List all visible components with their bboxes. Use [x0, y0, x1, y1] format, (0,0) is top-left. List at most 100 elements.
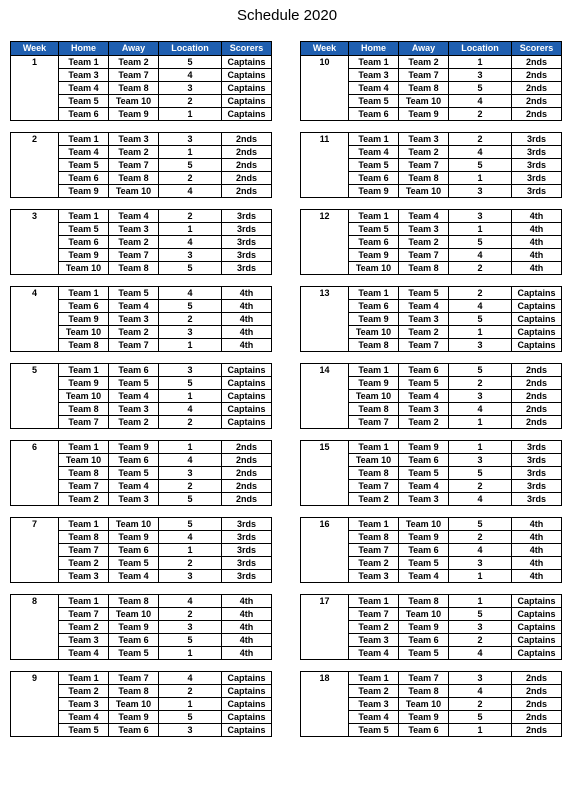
scorers-cell: 4th — [221, 633, 272, 647]
home-team-cell: Team 2 — [58, 492, 109, 506]
spacer-cell — [108, 351, 159, 364]
home-team-cell: Team 1 — [58, 363, 109, 377]
scorers-cell: 4th — [511, 248, 562, 262]
week-number-cell: 16 — [300, 517, 349, 531]
week-blank-cell — [300, 646, 349, 660]
table-row: 8 Team 1 Team 8 4 4th — [10, 594, 272, 608]
week-blank-cell — [300, 81, 349, 95]
scorers-cell: Captains — [221, 363, 272, 377]
home-team-cell: Team 4 — [348, 710, 399, 724]
home-team-cell: Team 2 — [58, 620, 109, 634]
table-row: Team 5 Team 7 5 3rds — [300, 158, 562, 172]
scorers-cell: 4th — [221, 312, 272, 326]
week-blank-cell — [300, 479, 349, 493]
spacer-cell — [221, 274, 272, 287]
scorers-cell: 3rds — [221, 222, 272, 236]
spacer-row — [10, 274, 272, 287]
table-row: Team 10 Team 2 1 Captains — [300, 325, 562, 339]
scorers-cell: 4th — [221, 594, 272, 608]
away-team-cell: Team 4 — [108, 209, 159, 223]
location-cell: 5 — [448, 235, 512, 249]
week-number-cell: 6 — [10, 440, 59, 454]
home-team-cell: Team 5 — [348, 94, 399, 108]
location-cell: 1 — [448, 440, 512, 454]
scorers-cell: 3rds — [221, 530, 272, 544]
week-blank-cell — [300, 492, 349, 506]
location-cell: 5 — [158, 633, 222, 647]
scorers-cell: 2nds — [511, 723, 562, 737]
away-team-cell: Team 7 — [108, 248, 159, 262]
table-row: Team 7 Team 10 2 4th — [10, 607, 272, 621]
away-team-cell: Team 9 — [108, 710, 159, 724]
table-row: Team 2 Team 5 2 3rds — [10, 556, 272, 570]
scorers-header: Scorers — [511, 41, 562, 56]
table-row: Team 6 Team 8 2 2nds — [10, 171, 272, 185]
location-cell: 4 — [448, 646, 512, 660]
home-team-cell: Team 10 — [348, 389, 399, 403]
table-row: Team 2 Team 5 3 4th — [300, 556, 562, 570]
table-row: Team 4 Team 5 4 Captains — [300, 646, 562, 660]
spacer-row — [300, 120, 562, 133]
home-header: Home — [58, 41, 109, 56]
scorers-cell: Captains — [221, 55, 272, 69]
away-team-cell: Team 5 — [108, 646, 159, 660]
table-row: Team 8 Team 3 4 2nds — [300, 402, 562, 416]
away-team-cell: Team 9 — [398, 710, 449, 724]
location-cell: 5 — [158, 492, 222, 506]
spacer-row — [10, 120, 272, 133]
spacer-cell — [511, 351, 562, 364]
spacer-row — [300, 505, 562, 518]
location-cell: 2 — [448, 286, 512, 300]
location-cell: 3 — [448, 68, 512, 82]
home-team-cell: Team 1 — [58, 55, 109, 69]
week-blank-cell — [10, 402, 59, 416]
home-team-cell: Team 2 — [348, 620, 399, 634]
week-blank-cell — [300, 171, 349, 185]
location-cell: 3 — [448, 338, 512, 352]
home-team-cell: Team 2 — [348, 684, 399, 698]
location-cell: 5 — [448, 466, 512, 480]
table-row: Team 6 Team 9 2 2nds — [300, 107, 562, 121]
page-title: Schedule 2020 — [236, 7, 338, 24]
home-team-cell: Team 4 — [348, 646, 399, 660]
table-row: Team 7 Team 4 2 2nds — [10, 479, 272, 493]
table-row: Team 3 Team 7 3 2nds — [300, 68, 562, 82]
week-blank-cell — [10, 68, 59, 82]
away-team-cell: Team 9 — [398, 530, 449, 544]
scorers-cell: 3rds — [511, 132, 562, 146]
scorers-cell: 3rds — [221, 543, 272, 557]
location-cell: 1 — [158, 338, 222, 352]
away-team-cell: Team 5 — [398, 646, 449, 660]
table-row: 10 Team 1 Team 2 1 2nds — [300, 55, 562, 69]
away-team-cell: Team 4 — [398, 299, 449, 313]
scorers-cell: 4th — [221, 607, 272, 621]
spacer-cell — [448, 428, 512, 441]
away-team-cell: Team 6 — [398, 453, 449, 467]
table-row: Team 3 Team 10 1 Captains — [10, 697, 272, 711]
table-row: 16 Team 1 Team 10 5 4th — [300, 517, 562, 531]
table-row: Team 9 Team 10 3 3rds — [300, 184, 562, 198]
spacer-cell — [221, 351, 272, 364]
scorers-cell: Captains — [511, 299, 562, 313]
spacer-cell — [448, 274, 512, 287]
week-blank-cell — [10, 556, 59, 570]
location-cell: 1 — [448, 222, 512, 236]
week-blank-cell — [300, 402, 349, 416]
location-header: Location — [448, 41, 512, 56]
home-team-cell: Team 8 — [348, 466, 399, 480]
week-blank-cell — [10, 492, 59, 506]
location-cell: 2 — [158, 607, 222, 621]
away-team-cell: Team 2 — [398, 235, 449, 249]
week-blank-cell — [10, 325, 59, 339]
table-row: Team 7 Team 2 2 Captains — [10, 415, 272, 429]
header-row: Week Home Away Location Scorers — [10, 41, 272, 56]
scorers-cell: Captains — [511, 325, 562, 339]
location-cell: 3 — [158, 466, 222, 480]
scorers-cell: Captains — [221, 697, 272, 711]
table-row: 5 Team 1 Team 6 3 Captains — [10, 363, 272, 377]
location-cell: 5 — [158, 710, 222, 724]
spacer-cell — [348, 582, 399, 595]
home-team-cell: Team 7 — [58, 415, 109, 429]
home-team-cell: Team 6 — [58, 299, 109, 313]
away-team-cell: Team 10 — [108, 607, 159, 621]
